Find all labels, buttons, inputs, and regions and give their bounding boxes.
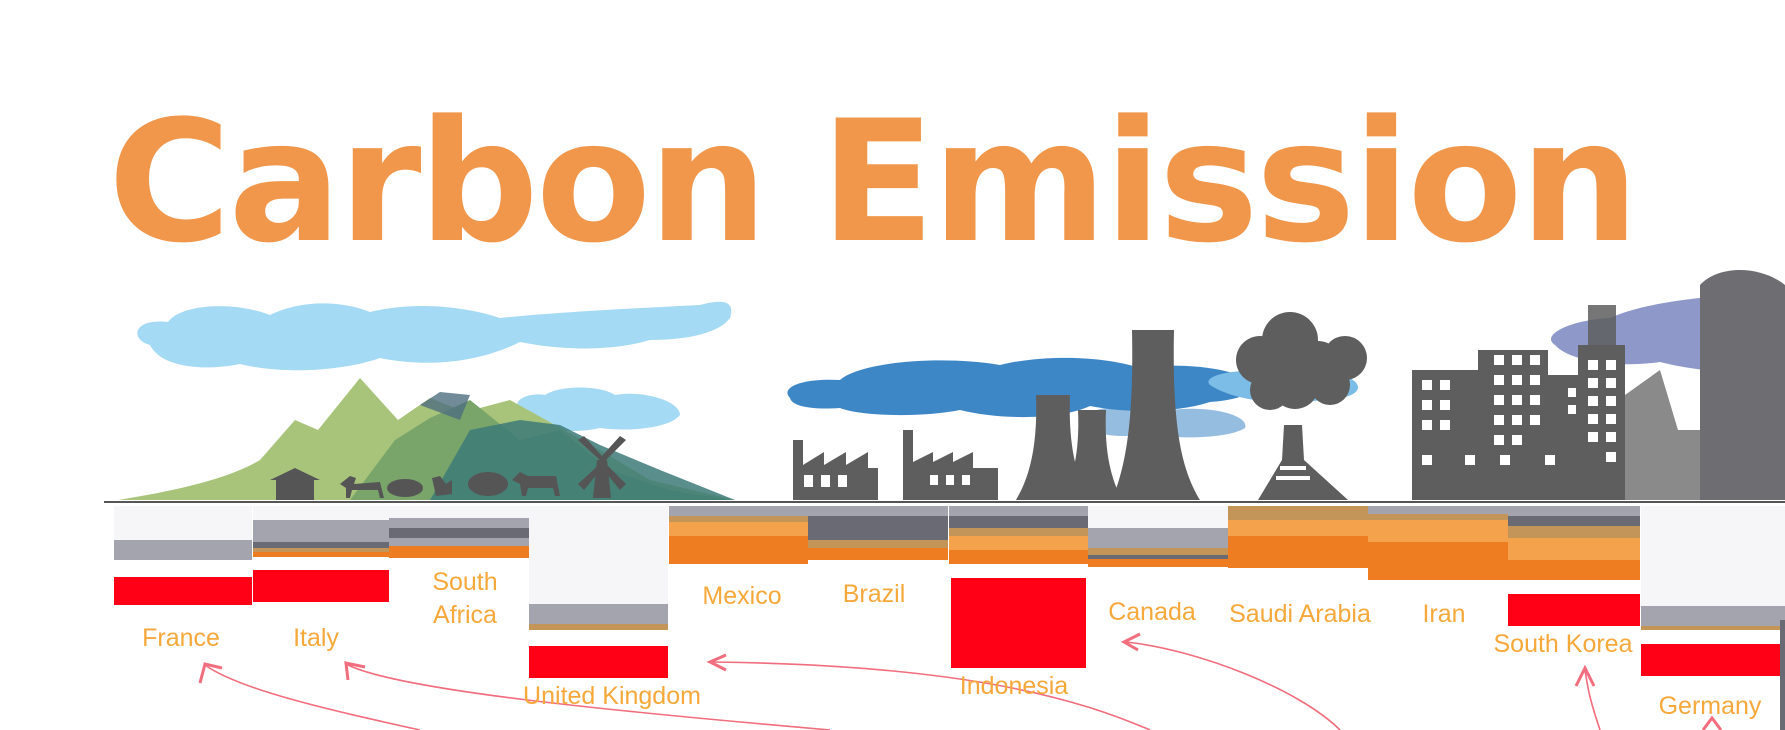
factory-icon xyxy=(903,430,998,500)
windmill-icon xyxy=(578,436,626,498)
label-indonesia: Indonesia xyxy=(959,672,1069,700)
pig-icon xyxy=(387,479,423,497)
arrow-to-italy xyxy=(347,664,831,730)
label-mexico: Mexico xyxy=(702,582,782,610)
page-title: Carbon Emission xyxy=(108,84,1639,280)
arrow-to-canada xyxy=(1125,641,1341,730)
flow-arrows xyxy=(198,632,1723,730)
label-italy: Italy xyxy=(293,624,339,652)
building-icon xyxy=(1578,345,1625,500)
column-indonesia xyxy=(949,506,1088,668)
label-iran: Iran xyxy=(1422,600,1466,628)
city-skyline xyxy=(1412,270,1785,500)
mountain-icon xyxy=(420,392,470,420)
column-germany xyxy=(1641,506,1785,730)
column-mexico xyxy=(669,506,808,564)
arrowhead-icon xyxy=(706,653,727,672)
label-line: South xyxy=(432,568,498,596)
arrow-to-france xyxy=(204,664,421,730)
smoke-icon xyxy=(1236,312,1367,410)
label-united-kingdom: United Kingdom xyxy=(523,682,701,710)
arrowhead-icon xyxy=(1574,664,1596,687)
arrowhead-icon xyxy=(1120,632,1141,652)
sheep-icon xyxy=(468,472,508,496)
column-united-kingdom xyxy=(529,506,668,678)
cloud-icon xyxy=(137,301,732,371)
hut-icon xyxy=(270,468,320,500)
label-line: Africa xyxy=(433,600,497,629)
arrowhead-icon xyxy=(198,662,223,684)
label-brazil: Brazil xyxy=(842,580,906,608)
cloud-icon xyxy=(517,387,680,431)
nature-landscape xyxy=(118,301,735,500)
column-iran xyxy=(1368,506,1508,580)
column-south-korea xyxy=(1508,506,1640,626)
arrow-to-south-korea xyxy=(1584,669,1601,730)
column-saudi-arabia xyxy=(1228,506,1368,568)
column-canada xyxy=(1088,506,1228,567)
hen-icon xyxy=(432,476,452,496)
label-saudi-arabia: Saudi Arabia xyxy=(1229,600,1371,628)
label-france: France xyxy=(142,624,220,652)
arrowhead-icon xyxy=(1701,715,1723,730)
cloud-icon xyxy=(787,357,1253,418)
label-south-africa: South Africa xyxy=(432,566,497,631)
industrial-skyline xyxy=(787,312,1367,500)
emission-columns xyxy=(114,506,1785,730)
arrowhead-icon xyxy=(344,661,366,681)
column-italy xyxy=(253,506,389,602)
column-brazil xyxy=(808,506,948,560)
building-icon xyxy=(1588,305,1616,345)
label-canada: Canada xyxy=(1108,598,1196,626)
factory-icon xyxy=(793,440,878,500)
horse-icon xyxy=(340,476,384,498)
cooling-tower-icon xyxy=(1016,395,1090,500)
arrow-to-united-kingdom xyxy=(709,661,1151,730)
label-germany: Germany xyxy=(1658,692,1762,720)
volcano-icon xyxy=(1258,425,1348,500)
label-south-korea: South Korea xyxy=(1493,630,1633,658)
column-france xyxy=(114,506,252,605)
building-icon xyxy=(1625,370,1700,500)
chimney-icon xyxy=(1112,330,1200,500)
column-south-africa xyxy=(389,506,529,558)
cow-icon xyxy=(512,472,560,496)
cooling-tower-icon xyxy=(1062,410,1122,500)
building-icon xyxy=(1700,270,1785,500)
